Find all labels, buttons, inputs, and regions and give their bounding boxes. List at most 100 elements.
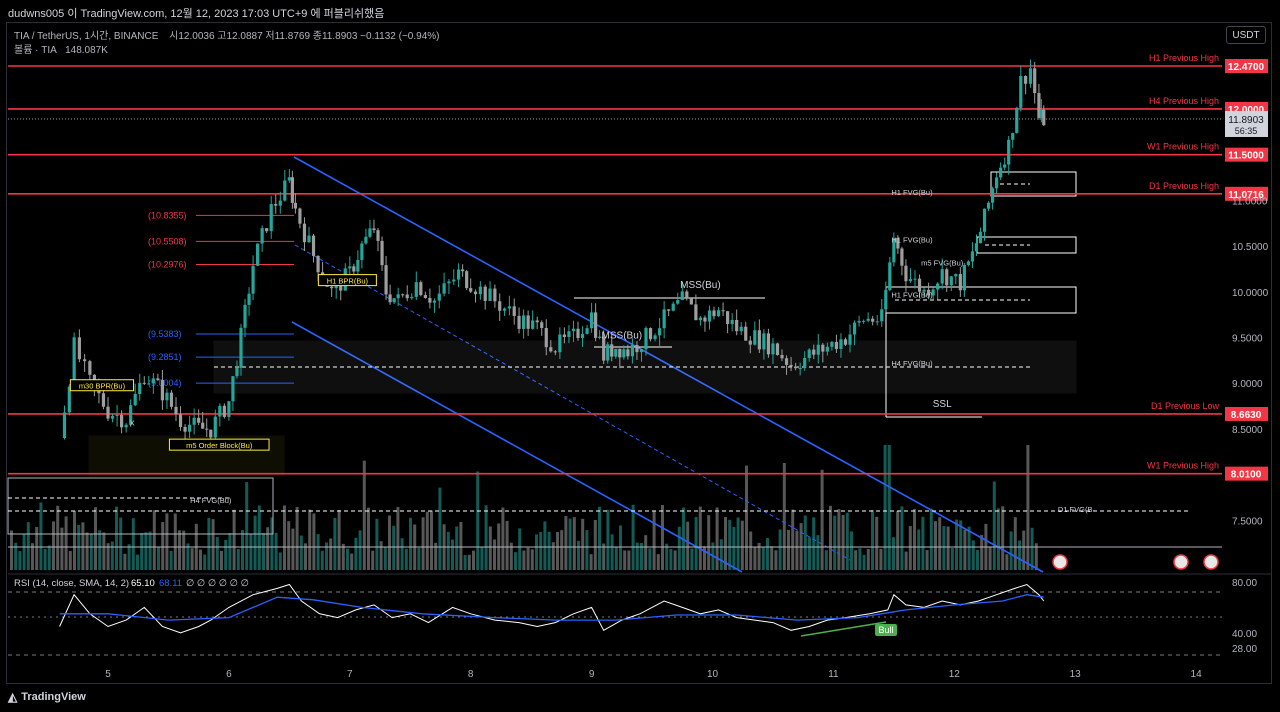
volume-bar [10, 530, 13, 570]
candle-body [452, 279, 456, 282]
candle-body [594, 312, 598, 338]
candle-body [680, 291, 684, 301]
volume-bar [875, 516, 879, 570]
volume-bar [127, 544, 131, 570]
chart-annotation: m5 Order Block(Bu) [186, 441, 253, 450]
x-tick-label: 6 [226, 669, 232, 680]
candle-body [949, 276, 953, 286]
brand-name: TradingView [21, 691, 86, 703]
volume-bar [892, 537, 895, 570]
volume-bar [938, 517, 942, 570]
volume-bar [220, 550, 223, 570]
volume-line: 볼륨 · TIA 148.087K [14, 41, 108, 56]
candle-body [606, 344, 610, 361]
volume-bar [980, 534, 984, 570]
volume-bar [635, 542, 639, 570]
volume-bar [631, 504, 635, 570]
chart-annotation: m5 FVG(Bu) [921, 258, 964, 267]
candle-body [986, 202, 991, 209]
candle-body [576, 328, 580, 338]
volume-bar [963, 529, 967, 570]
candle-body [913, 278, 917, 280]
volume-bar [770, 546, 774, 570]
candle-body [671, 303, 675, 311]
candle-body [432, 300, 437, 303]
candle-body [235, 367, 239, 377]
candle-body [549, 347, 553, 352]
volume-bar [1018, 540, 1021, 570]
candle-body [67, 386, 71, 413]
volume-bar [266, 527, 270, 570]
volume-bar [677, 526, 681, 570]
volume-bar [409, 517, 412, 570]
volume-bar [946, 526, 950, 570]
volume-bar [988, 546, 992, 570]
candle-body [794, 366, 798, 369]
volume-bar [904, 551, 908, 570]
volume-bar [249, 534, 253, 570]
candle-body [807, 349, 811, 358]
candle-body [590, 312, 594, 329]
level-label: H1 Previous High [1149, 53, 1219, 63]
volume-bar [669, 549, 673, 570]
volume-bar [698, 506, 702, 570]
candle-body [423, 295, 427, 298]
volume-bar [950, 547, 954, 570]
volume-bar [862, 554, 866, 570]
candle-body [852, 322, 857, 335]
volume-bar [934, 521, 937, 570]
fib-label: (10.5508) [148, 236, 187, 246]
candle-body [685, 291, 689, 299]
fib-label: (10.8355) [148, 210, 187, 220]
volume-bar [392, 525, 396, 570]
fib-label: (9.5383) [148, 329, 182, 339]
volume-bar [1001, 506, 1005, 570]
volume-bar [484, 505, 488, 570]
candle-body [653, 335, 657, 340]
currency-button[interactable]: USDT [1226, 26, 1266, 44]
candle-body [707, 310, 712, 322]
rsi-y-tick: 80.00 [1232, 578, 1257, 589]
volume-bar [1022, 530, 1026, 570]
candle-body [388, 294, 392, 303]
channel-mid-line [294, 244, 851, 561]
x-tick-label: 8 [468, 669, 474, 680]
candle-body [834, 342, 839, 350]
candle-body [821, 344, 825, 352]
candle-body [995, 177, 999, 189]
candle-body [287, 177, 291, 181]
candle-body [384, 265, 388, 295]
volume-bar [480, 546, 484, 570]
candle-body [1033, 68, 1037, 94]
candle-body [644, 328, 648, 350]
volume-bar [686, 521, 690, 570]
candle-body [274, 204, 278, 206]
volume-bar [652, 511, 656, 570]
volume-bar [501, 507, 505, 570]
volume-bar [287, 521, 291, 570]
volume-bar [795, 530, 799, 570]
volume-bar [274, 532, 278, 570]
volume-bar [257, 505, 261, 570]
candle-body [553, 351, 557, 353]
candle-body [447, 281, 451, 284]
y-tick-label: 8.5000 [1232, 425, 1263, 436]
candle-body [535, 320, 539, 323]
candle-body [183, 426, 187, 432]
candle-body [1024, 75, 1028, 84]
annotation-box [69, 379, 135, 392]
candle-body [106, 406, 110, 419]
volume-bar [535, 534, 538, 570]
candle-body [585, 328, 589, 334]
candle-body [372, 228, 376, 231]
volume-bar [278, 552, 282, 570]
candle-body [762, 333, 766, 350]
chart-annotation: MSS(Bu) [680, 280, 721, 291]
volume-bar [463, 554, 467, 570]
volume-bar [1009, 531, 1013, 570]
last-price-value: 11.8903 [1228, 115, 1264, 126]
publish-info-bar: dudwns005 이 TradingView.com, 12월 12, 202… [0, 0, 1280, 22]
volume-bar [85, 532, 89, 570]
volume-bar [144, 532, 148, 570]
